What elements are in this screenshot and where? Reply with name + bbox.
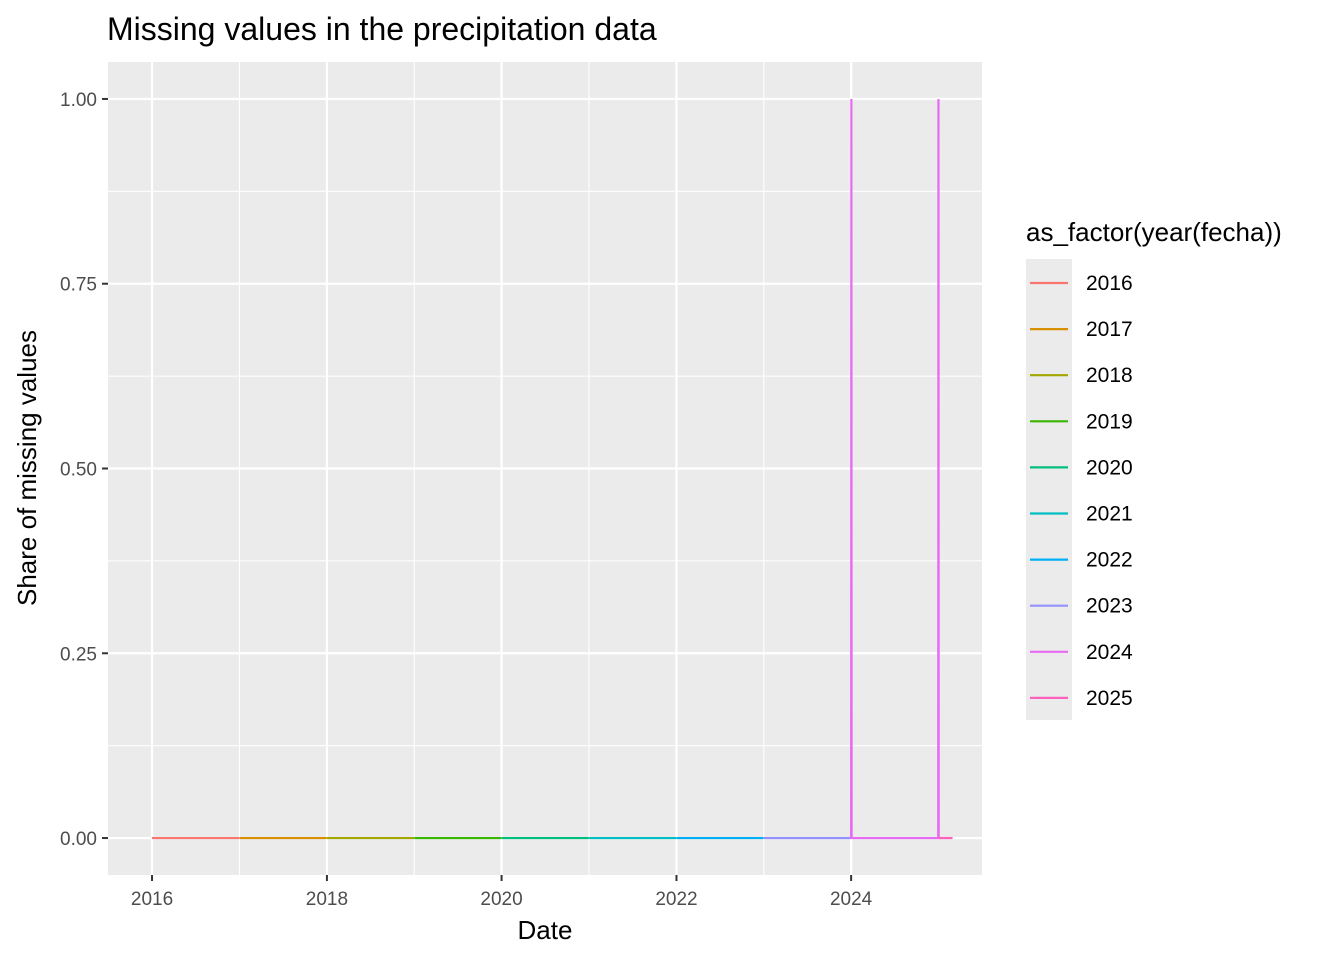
legend-label-2016: 2016	[1086, 272, 1133, 295]
legend-label-2024: 2024	[1086, 641, 1133, 664]
y-axis-title: Share of missing values	[12, 330, 42, 606]
legend-label-2019: 2019	[1086, 410, 1133, 433]
y-tick-label: 0.25	[60, 644, 97, 665]
legend-label-2025: 2025	[1086, 687, 1133, 710]
y-tick-label: 0.75	[60, 275, 97, 296]
y-tick-label: 1.00	[60, 90, 97, 111]
series-lines	[152, 98, 953, 840]
x-tick-label: 2022	[655, 889, 697, 910]
legend-label-2020: 2020	[1086, 456, 1133, 479]
legend-title: as_factor(year(fecha))	[1026, 217, 1282, 247]
legend-entries: 2016 2017 2018 2019 2020 2021 2022 2023 2024 2025	[1030, 272, 1133, 710]
x-tick-label: 2020	[480, 889, 522, 910]
legend-label-2021: 2021	[1086, 503, 1133, 526]
legend-label-2022: 2022	[1086, 549, 1133, 572]
y-axis: 0.00 0.25 0.50 0.75 1.00	[60, 90, 108, 850]
legend-label-2018: 2018	[1086, 364, 1133, 387]
x-tick-label: 2016	[131, 889, 173, 910]
x-axis: 2016 2018 2020 2022 2024	[131, 875, 873, 910]
x-tick-label: 2024	[830, 889, 873, 910]
legend-key-background	[1026, 259, 1072, 720]
legend-label-2023: 2023	[1086, 595, 1133, 618]
x-axis-title: Date	[518, 915, 573, 945]
x-tick-label: 2018	[306, 889, 348, 910]
legend-label-2017: 2017	[1086, 318, 1133, 341]
legend: as_factor(year(fecha)) 20162017201820192…	[1026, 217, 1282, 720]
y-tick-label: 0.50	[60, 460, 97, 481]
series-line-2024	[850, 98, 940, 840]
chart-title: Missing values in the precipitation data	[107, 11, 657, 47]
y-tick-label: 0.00	[60, 829, 97, 850]
